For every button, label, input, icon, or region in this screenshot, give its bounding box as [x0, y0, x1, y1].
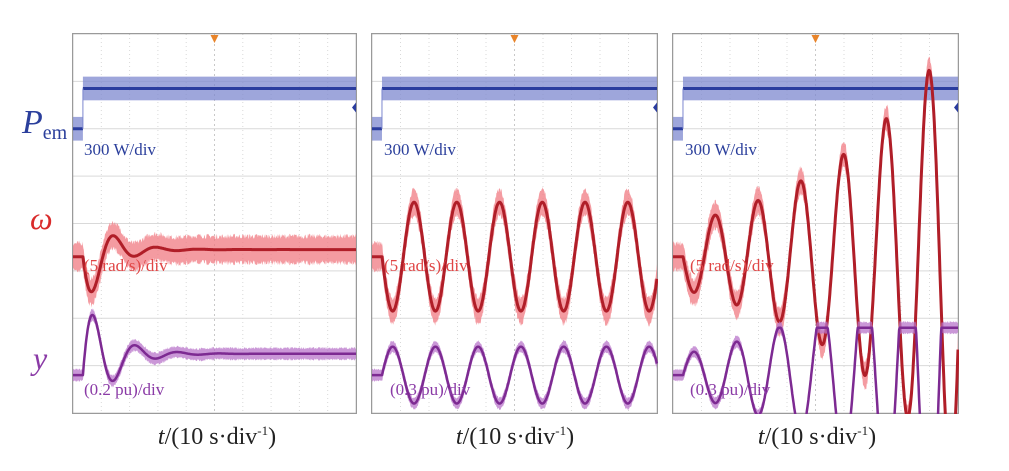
pem-subscript: em — [42, 122, 68, 144]
trace-line — [672, 68, 959, 414]
trace-line — [673, 86, 958, 131]
panel-0-pem-scale: 300 W/div — [84, 140, 156, 159]
panel-frame — [371, 33, 658, 414]
xlabel-unit: /(10 s·div — [164, 424, 258, 450]
channel-marker-icon — [954, 102, 958, 113]
y-label: y — [33, 340, 48, 376]
trace-line — [372, 86, 657, 131]
channel-marker-icon — [352, 102, 356, 113]
trace-noise-band — [372, 187, 657, 327]
trace-line — [371, 345, 658, 405]
series-omega — [72, 220, 357, 308]
series-y — [72, 308, 357, 388]
xlabel-var: t — [455, 424, 463, 450]
trace-line — [672, 326, 959, 414]
xlabel-var: t — [157, 424, 165, 450]
panel-frame — [672, 33, 959, 414]
scope-panel-damped — [72, 33, 357, 414]
panel-frame — [72, 33, 357, 414]
series-omega — [672, 56, 959, 414]
trace-line — [73, 86, 356, 131]
pem-label: Pem — [22, 104, 68, 144]
panel-1-omega-scale: (5 rad/s)/div — [384, 256, 468, 275]
xlabel-close: ) — [566, 424, 575, 450]
series-p-em — [673, 76, 958, 141]
xlabel-close: ) — [868, 424, 877, 450]
xlabel-unit: /(10 s·div — [462, 424, 556, 450]
xlabel-exp: -1 — [555, 423, 567, 438]
scope-panel-sustained — [371, 33, 658, 414]
panel-2-xlabel: t/(10 s·div-1) — [742, 423, 892, 451]
channel-marker-icon — [653, 102, 657, 113]
panel-1-xlabel: t/(10 s·div-1) — [440, 423, 590, 451]
panel-2-omega-scale: (5 rad/s)/div — [690, 256, 774, 275]
trace-noise-band — [73, 220, 356, 308]
xlabel-exp: -1 — [857, 423, 869, 438]
trace-line — [72, 234, 357, 294]
panel-0-omega-scale: (5 rad/s)/div — [84, 256, 168, 275]
panel-2-pem-scale: 300 W/div — [685, 140, 757, 159]
panel-0-xlabel: t/(10 s·div-1) — [142, 423, 292, 451]
xlabel-unit: /(10 s·div — [764, 424, 858, 450]
series-y — [371, 339, 658, 411]
series-y — [672, 320, 959, 414]
trace-line — [72, 313, 357, 383]
panel-1-y-scale: (0.3 pu)/div — [390, 380, 471, 399]
trace-line — [371, 200, 658, 313]
trigger-marker-icon — [210, 35, 219, 43]
panel-1-pem-scale: 300 W/div — [384, 140, 456, 159]
xlabel-close: ) — [268, 424, 277, 450]
panel-0-y-scale: (0.2 pu)/div — [84, 380, 165, 399]
series-omega — [371, 187, 658, 327]
trigger-marker-icon — [510, 35, 519, 43]
omega-label: ω — [30, 200, 53, 236]
xlabel-var: t — [757, 424, 765, 450]
series-p-em — [73, 76, 356, 141]
scope-panel-growing — [672, 33, 959, 414]
xlabel-exp: -1 — [257, 423, 269, 438]
trigger-marker-icon — [811, 35, 820, 43]
panel-2-y-scale: (0.3 pu)/div — [690, 380, 771, 399]
pem-symbol: P — [22, 104, 43, 141]
series-p-em — [372, 76, 657, 141]
